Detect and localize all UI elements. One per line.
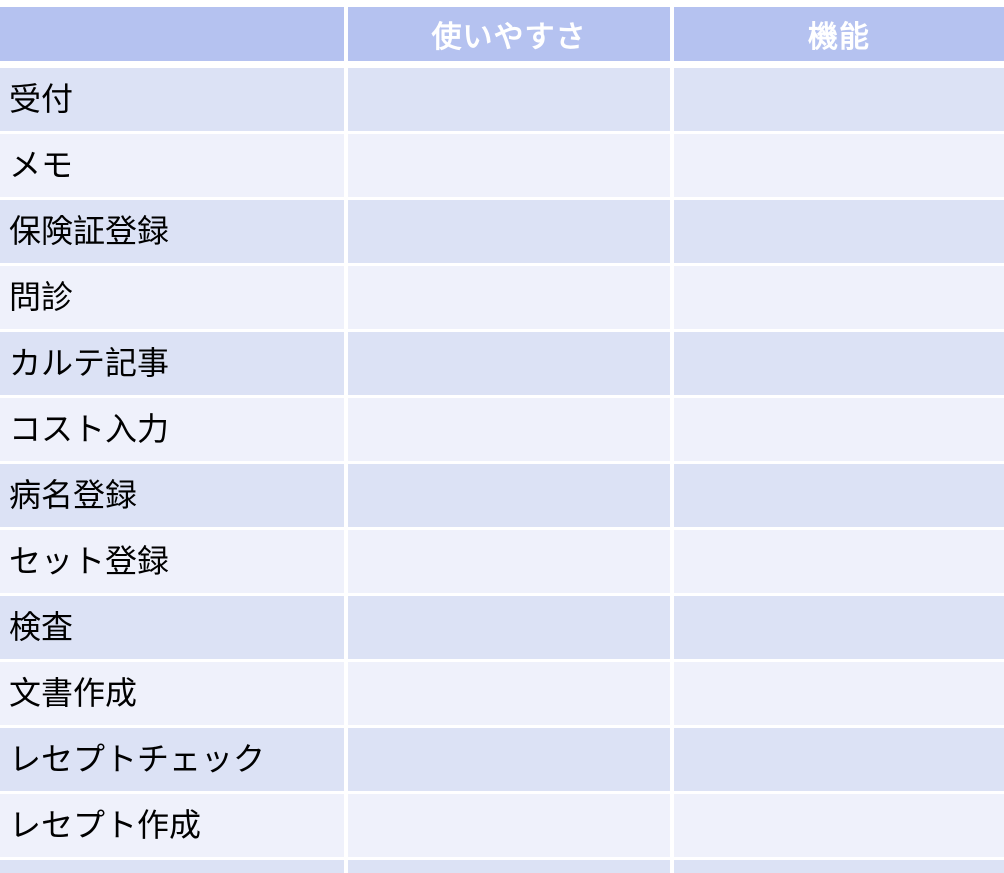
function-cell — [672, 726, 1004, 794]
header-row: 使いやすさ 機能 — [0, 7, 1004, 68]
table-row: レセプト請求 — [0, 858, 1004, 873]
usability-cell — [346, 132, 674, 200]
function-cell — [672, 264, 1004, 332]
table-row: 保険証登録 — [0, 198, 1004, 266]
usability-cell — [346, 660, 674, 728]
usability-cell — [346, 858, 674, 873]
table-row: メモ — [0, 132, 1004, 200]
table-row: 検査 — [0, 594, 1004, 662]
usability-cell — [346, 198, 674, 266]
function-cell — [672, 660, 1004, 728]
row-label: 文書作成 — [0, 660, 348, 728]
row-label: 受付 — [0, 64, 348, 134]
function-cell — [672, 858, 1004, 873]
row-label: レセプト作成 — [0, 792, 348, 860]
row-label: カルテ記事 — [0, 330, 348, 398]
table-row: 文書作成 — [0, 660, 1004, 728]
function-cell — [672, 132, 1004, 200]
function-cell — [672, 528, 1004, 596]
row-label: 問診 — [0, 264, 348, 332]
table-row: レセプト作成 — [0, 792, 1004, 860]
function-cell — [672, 462, 1004, 530]
row-label: メモ — [0, 132, 348, 200]
feature-rating-table: 使いやすさ 機能 受付 メモ 保険証登録 問診 — [0, 7, 1004, 873]
header-cell-function: 機能 — [672, 7, 1004, 68]
table-row: 問診 — [0, 264, 1004, 332]
function-cell — [672, 396, 1004, 464]
table-row: セット登録 — [0, 528, 1004, 596]
row-label: 検査 — [0, 594, 348, 662]
table-row: レセプトチェック — [0, 726, 1004, 794]
function-cell — [672, 64, 1004, 134]
table-row: 受付 — [0, 64, 1004, 134]
table-row: カルテ記事 — [0, 330, 1004, 398]
usability-cell — [346, 792, 674, 860]
usability-cell — [346, 330, 674, 398]
row-label: コスト入力 — [0, 396, 348, 464]
function-cell — [672, 594, 1004, 662]
usability-cell — [346, 594, 674, 662]
usability-cell — [346, 726, 674, 794]
slide-canvas: 使いやすさ 機能 受付 メモ 保険証登録 問診 — [0, 7, 1004, 873]
row-label: セット登録 — [0, 528, 348, 596]
usability-cell — [346, 64, 674, 134]
usability-cell — [346, 462, 674, 530]
header-cell-label — [0, 7, 348, 68]
function-cell — [672, 198, 1004, 266]
function-cell — [672, 792, 1004, 860]
table-row: コスト入力 — [0, 396, 1004, 464]
row-label: レセプト請求 — [0, 858, 348, 873]
header-cell-usability: 使いやすさ — [346, 7, 674, 68]
row-label: レセプトチェック — [0, 726, 348, 794]
usability-cell — [346, 396, 674, 464]
row-label: 病名登録 — [0, 462, 348, 530]
function-cell — [672, 330, 1004, 398]
row-label: 保険証登録 — [0, 198, 348, 266]
table-row: 病名登録 — [0, 462, 1004, 530]
usability-cell — [346, 528, 674, 596]
usability-cell — [346, 264, 674, 332]
